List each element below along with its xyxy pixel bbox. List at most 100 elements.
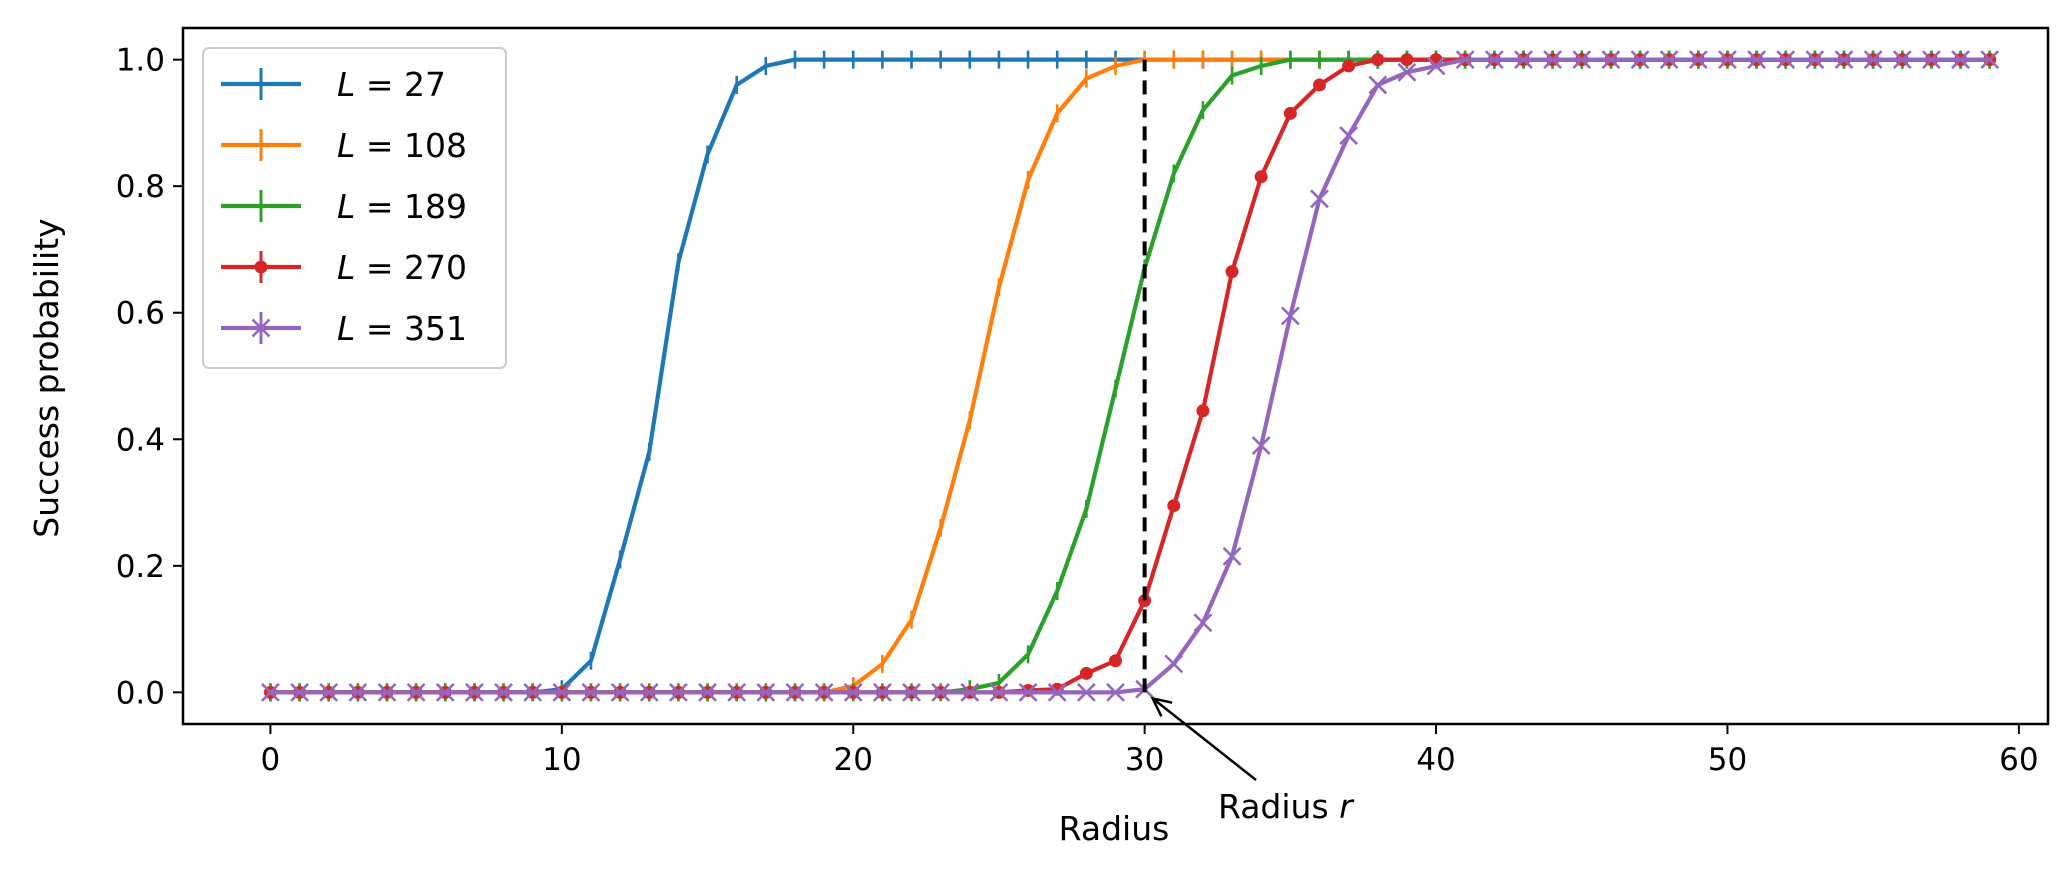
legend-entry: L = 27 [221,65,446,104]
legend-entry: L = 189 [221,187,467,226]
x-tick-label: 60 [1999,742,2038,778]
marker-stroke [1951,50,1970,70]
data-point [931,682,951,702]
y-tick-label: 0.0 [116,675,165,711]
data-point [494,682,513,702]
data-point [406,682,426,702]
marker-stroke [902,682,921,702]
marker-stroke [1688,50,1708,70]
y-tick-label: 0.4 [116,422,165,458]
legend-label: L = 108 [337,126,467,165]
marker-stroke [1747,50,1767,70]
data-point [1076,682,1096,702]
data-point [1980,50,2000,70]
data-point [1747,50,1767,70]
marker-stroke [1251,436,1271,456]
marker-stroke [1630,50,1650,70]
data-point [1222,546,1242,566]
x-axis-label: Radius [1059,809,1170,848]
marker-stroke [348,682,368,702]
data-point [1225,265,1239,279]
x-tick-label: 40 [1416,742,1455,778]
marker-stroke [523,682,543,702]
legend-entry: L = 351 [221,309,467,348]
data-point [1776,50,1796,70]
marker-stroke [377,682,397,702]
data-point [727,682,747,702]
marker-stroke [1339,126,1359,145]
annotation-label: Radius r [1218,787,1355,826]
marker-stroke [1572,50,1592,70]
data-point [960,682,980,702]
data-point [814,682,834,702]
marker-stroke [1834,50,1854,70]
marker-stroke [1368,75,1388,95]
data-point [1630,50,1650,70]
data-point [1543,50,1563,70]
marker-stroke [843,682,863,702]
marker-stroke [552,682,572,702]
data-point [1138,594,1152,608]
data-point [1951,50,1970,70]
marker-stroke [756,682,776,702]
x-tick-label: 10 [542,742,581,778]
marker-stroke [1222,546,1242,566]
marker-stroke [1426,56,1446,76]
plot-area-frame [181,26,2050,726]
y-tick-label: 1.0 [116,43,165,79]
data-point [552,682,572,702]
data-point [1484,50,1504,70]
marker-stroke [1601,50,1621,70]
data-point [523,682,543,702]
data-point [756,682,776,702]
data-point [290,682,309,702]
data-point [581,682,601,702]
legend-label: L = 27 [337,65,446,104]
data-point [785,682,805,702]
data-point [1455,50,1475,70]
data-point [698,682,717,702]
data-point [1371,53,1385,67]
x-tick-label: 30 [1125,742,1164,778]
data-point [1400,53,1414,67]
marker-stroke [1514,50,1533,70]
data-point [989,682,1009,702]
marker-stroke [435,682,455,702]
marker-stroke [1164,654,1184,674]
marker-stroke [639,682,659,702]
marker-stroke [1805,50,1825,70]
data-point [1018,682,1038,702]
data-point [1196,404,1210,418]
marker-stroke [814,682,834,702]
data-point [1863,50,1883,70]
plot-series [261,50,2000,702]
marker-stroke [1047,682,1067,702]
data-point [1167,499,1181,513]
data-point [1109,654,1122,668]
marker-stroke [494,682,513,702]
data-point [319,682,339,702]
data-point [348,682,368,702]
data-point [435,682,455,702]
legend-label: L = 270 [337,248,467,287]
legend-entry: L = 108 [221,126,467,165]
legend-entry: L = 270 [221,248,467,287]
data-point [377,682,397,702]
marker-stroke [1659,50,1679,70]
data-point [464,682,484,702]
marker-stroke [1484,50,1504,70]
marker-stroke [1455,50,1475,70]
data-point [1312,78,1326,92]
data-point [1047,682,1067,702]
marker-stroke [1543,50,1563,70]
marker-stroke [251,318,271,338]
data-point [1718,50,1737,70]
marker-stroke [698,682,717,702]
annotation-layer: Radius r [1150,696,1355,826]
data-point [1193,613,1213,633]
marker-stroke [785,682,805,702]
data-point [1106,682,1125,702]
y-tick-label: 0.8 [116,169,165,205]
x-tick-label: 20 [834,742,873,778]
